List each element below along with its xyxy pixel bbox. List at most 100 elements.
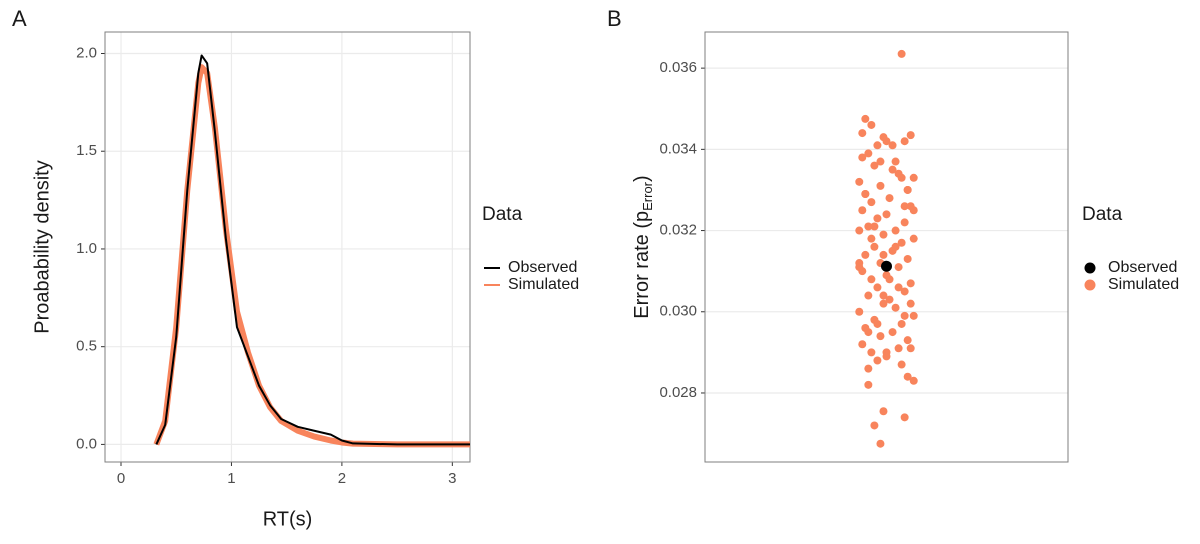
- legend-label: Simulated: [508, 276, 579, 293]
- y-axis-title-part: ): [631, 175, 653, 182]
- y-tick-label: 2.0: [76, 44, 97, 61]
- point: [879, 133, 888, 142]
- point: [906, 344, 915, 353]
- legend-swatch: [1084, 279, 1096, 291]
- point: [861, 250, 870, 259]
- point: [885, 194, 894, 203]
- point: [906, 299, 915, 308]
- y-tick-label: 1.5: [76, 142, 97, 159]
- point: [882, 348, 891, 357]
- point: [909, 311, 918, 320]
- point: [897, 360, 906, 369]
- legend-label: Observed: [1108, 259, 1177, 276]
- point: [900, 311, 909, 320]
- point: [864, 328, 873, 337]
- panel-label: B: [607, 6, 622, 31]
- legend-title: Data: [482, 204, 523, 225]
- point: [894, 344, 903, 353]
- point: [891, 242, 900, 251]
- point: [903, 372, 912, 381]
- point: [894, 283, 903, 292]
- legend-label: Observed: [508, 259, 577, 276]
- y-axis-title: Proabability density: [31, 160, 53, 333]
- point: [882, 210, 891, 219]
- point: [909, 173, 918, 182]
- point: [876, 181, 885, 190]
- point: [867, 348, 876, 357]
- point: [894, 263, 903, 272]
- point: [879, 230, 888, 239]
- point: [900, 287, 909, 296]
- point: [900, 218, 909, 227]
- point: [876, 332, 885, 341]
- point: [855, 226, 864, 235]
- y-axis-title-part: Error rate (p: [631, 211, 653, 319]
- x-axis-title: RT(s): [263, 508, 313, 530]
- point: [861, 190, 870, 199]
- point: [906, 131, 915, 140]
- y-tick-label: 0.032: [659, 222, 697, 239]
- point: [873, 214, 882, 223]
- point: [881, 260, 892, 272]
- point: [888, 328, 897, 337]
- y-tick-label: 0.030: [659, 303, 697, 320]
- point: [870, 222, 879, 231]
- point: [879, 407, 888, 416]
- point: [876, 157, 885, 166]
- point: [858, 129, 867, 138]
- x-tick-label: 3: [448, 470, 456, 487]
- point: [861, 114, 870, 123]
- x-tick-label: 2: [338, 470, 346, 487]
- y-tick-label: 1.0: [76, 240, 97, 257]
- point: [879, 291, 888, 300]
- point: [879, 299, 888, 308]
- point: [891, 226, 900, 235]
- point: [873, 319, 882, 328]
- point: [876, 439, 885, 448]
- point: [873, 356, 882, 365]
- point: [867, 198, 876, 207]
- plot-border: [704, 31, 1069, 463]
- legend-title: Data: [1082, 204, 1123, 225]
- point: [867, 275, 876, 284]
- point: [864, 291, 873, 300]
- point: [909, 376, 918, 385]
- point: [909, 206, 918, 215]
- point: [858, 206, 867, 215]
- point: [864, 149, 873, 158]
- point: [888, 141, 897, 150]
- y-axis-title-part: Error: [640, 181, 655, 211]
- x-tick-label: 0: [117, 470, 125, 487]
- point: [903, 254, 912, 263]
- y-tick-label: 0.034: [659, 140, 697, 157]
- point: [855, 263, 864, 272]
- point: [903, 185, 912, 194]
- point: [900, 202, 909, 211]
- x-tick-label: 1: [227, 470, 235, 487]
- point: [864, 222, 873, 231]
- point: [870, 421, 879, 430]
- point: [864, 364, 873, 373]
- point: [903, 336, 912, 345]
- point: [897, 238, 906, 247]
- point: [867, 120, 876, 129]
- point: [897, 49, 906, 58]
- point: [870, 161, 879, 170]
- point: [891, 157, 900, 166]
- point: [885, 295, 894, 304]
- point: [873, 141, 882, 150]
- legend-label: Simulated: [1108, 276, 1179, 293]
- point: [873, 283, 882, 292]
- point: [870, 242, 879, 251]
- point: [888, 165, 897, 174]
- point: [867, 234, 876, 243]
- density-line: [155, 54, 470, 446]
- point: [864, 380, 873, 389]
- point: [855, 307, 864, 316]
- point: [891, 303, 900, 312]
- point: [855, 177, 864, 186]
- y-tick-label: 0.028: [659, 384, 697, 401]
- panel-label: A: [12, 6, 27, 31]
- point: [879, 250, 888, 259]
